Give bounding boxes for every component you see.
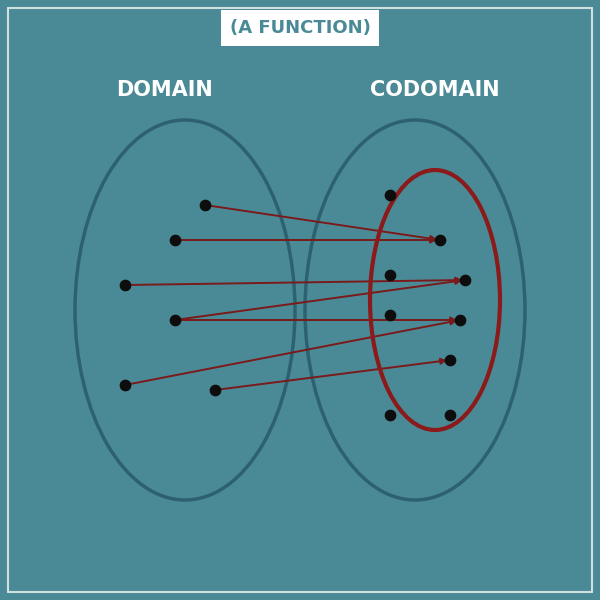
Point	[445, 410, 455, 420]
Point	[120, 380, 130, 390]
Point	[385, 410, 395, 420]
Point	[455, 315, 465, 325]
Text: (A FUNCTION): (A FUNCTION)	[230, 19, 370, 37]
Point	[445, 355, 455, 365]
Point	[435, 235, 445, 245]
Point	[170, 235, 180, 245]
Point	[385, 270, 395, 280]
Point	[120, 280, 130, 290]
Point	[170, 315, 180, 325]
Point	[385, 310, 395, 320]
Point	[385, 190, 395, 200]
Text: CODOMAIN: CODOMAIN	[370, 80, 500, 100]
Point	[200, 200, 210, 210]
Text: DOMAIN: DOMAIN	[116, 80, 214, 100]
Point	[460, 275, 470, 285]
Point	[210, 385, 220, 395]
